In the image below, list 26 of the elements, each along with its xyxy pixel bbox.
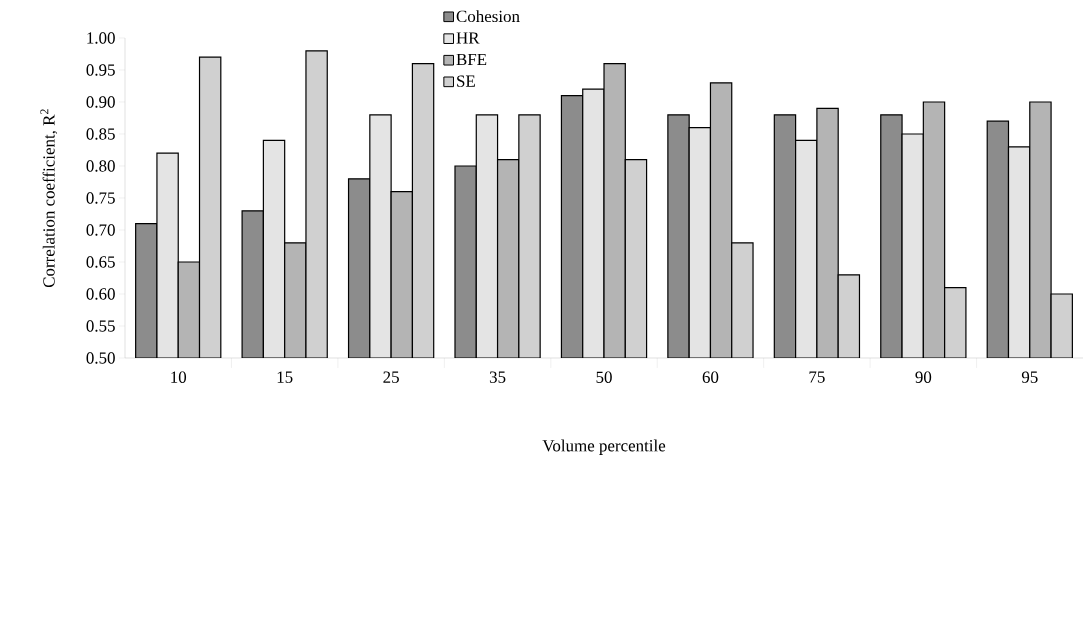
y-tick-label: 0.65 xyxy=(86,256,115,268)
x-tick-label: 25 xyxy=(383,371,399,383)
y-tick-label: 0.90 xyxy=(86,96,115,108)
x-tick-label: 10 xyxy=(171,371,187,383)
y-tick-label: 0.80 xyxy=(86,160,115,172)
legend-label: BFE xyxy=(456,53,487,66)
x-tick-label: 60 xyxy=(702,371,719,383)
y-tick-label: 0.70 xyxy=(86,224,115,236)
x-tick-label: 90 xyxy=(915,371,932,383)
y-tick-label: 0.55 xyxy=(86,320,115,332)
x-tick-label: 15 xyxy=(277,371,293,383)
x-axis-title: Volume percentile xyxy=(542,439,666,455)
y-tick-label: 0.60 xyxy=(86,288,115,300)
y-tick-label: 0.75 xyxy=(86,192,115,204)
x-tick-label: 75 xyxy=(809,371,825,383)
legend-label: SE xyxy=(457,75,475,87)
x-tick-label: 50 xyxy=(596,371,612,383)
legend-label: HR xyxy=(456,32,480,44)
y-tick-label: 0.95 xyxy=(86,64,115,76)
legend-label: Cohesion xyxy=(456,10,520,23)
x-tick-label: 35 xyxy=(489,371,506,383)
y-tick-label: 0.85 xyxy=(86,128,115,140)
x-tick-label: 95 xyxy=(1021,371,1038,383)
y-tick-label: 1.00 xyxy=(87,32,115,44)
y-axis-title: Correlation coefficient, R$^{2}$ xyxy=(40,109,58,288)
y-tick-label: 0.50 xyxy=(86,352,115,364)
